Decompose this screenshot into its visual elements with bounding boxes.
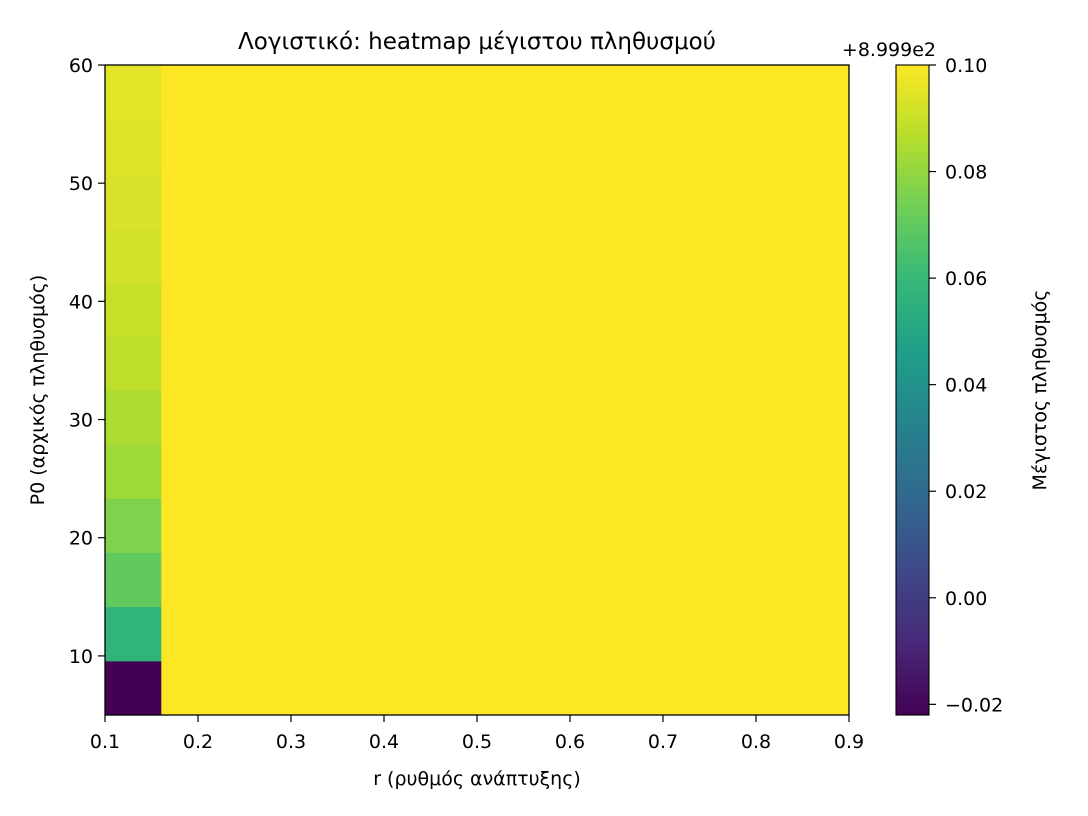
colorbar-label: Μέγιστος πληθυσμός [1029,290,1051,491]
x-tick-label: 0.7 [648,731,678,753]
heatmap-cell [105,606,162,662]
chart-title: Λογιστικό: heatmap μέγιστου πληθυσμού [238,29,716,55]
heatmap-cell [105,498,162,553]
x-tick-label: 0.9 [834,731,864,753]
heatmap-cell [105,660,162,716]
y-tick-label: 20 [69,528,93,550]
heatmap-cell [105,552,162,608]
y-tick-label: 50 [69,173,93,195]
x-tick-label: 0.4 [369,731,399,753]
x-tick-label: 0.3 [276,731,306,753]
x-axis-ticks: 0.1 0.2 0.3 0.4 0.5 0.6 0.7 0.8 0.9 [90,715,864,753]
x-tick-label: 0.1 [90,731,120,753]
x-tick-label: 0.8 [741,731,771,753]
colorbar-tick-label: 0.06 [945,268,987,290]
heatmap-cell [105,335,162,391]
colorbar-ticks: 0.10 0.08 0.06 0.04 0.02 0.00 −0.02 [929,55,1003,716]
y-axis-ticks: 10 20 30 40 50 60 [69,55,105,668]
colorbar-tick-label: 0.10 [945,55,987,77]
heatmap-cell [105,281,162,337]
y-axis-label: P0 (αρχικός πληθυσμός) [27,275,49,506]
colorbar-tick-label: 0.00 [945,588,987,610]
heatmap-cell [105,390,162,445]
colorbar [895,64,930,716]
y-tick-label: 10 [69,646,93,668]
y-tick-label: 30 [69,410,93,432]
x-tick-label: 0.5 [462,731,492,753]
heatmap-cells [105,65,850,716]
colorbar-tick-label: −0.02 [945,694,1003,716]
heatmap-cell [105,119,162,174]
heatmap-cell [105,65,162,120]
heatmap-cell [105,227,162,283]
heatmap-cell [105,173,162,228]
colorbar-offset-label: +8.999e2 [842,39,936,61]
colorbar-tick-label: 0.02 [945,481,987,503]
colorbar-tick-label: 0.04 [945,375,987,397]
heatmap-cell-region [160,65,850,715]
x-tick-label: 0.2 [183,731,213,753]
x-tick-label: 0.6 [555,731,585,753]
y-tick-label: 40 [69,291,93,313]
colorbar-tick-label: 0.08 [945,162,987,184]
y-tick-label: 60 [69,55,93,77]
x-axis-label: r (ρυθμός ανάπτυξης) [373,768,581,790]
heatmap-cell [105,444,162,499]
